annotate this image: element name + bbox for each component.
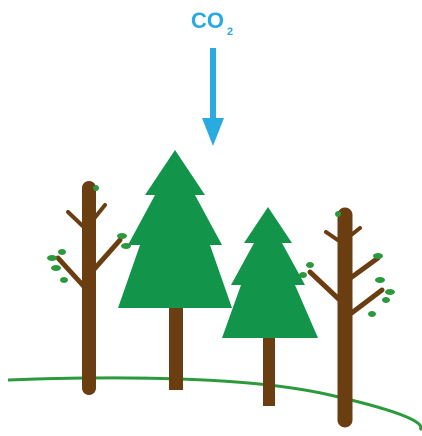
big-pine [118, 150, 232, 390]
co2-label: CO [191, 8, 224, 33]
page: CO 2 (() => { const data = [0, 0, 422, 436]
right-bare-tree [310, 215, 382, 420]
arrow [202, 48, 224, 146]
left-bare-tree [58, 188, 120, 388]
small-pine [222, 207, 318, 406]
illustration: CO 2 [0, 0, 422, 436]
ground [8, 378, 421, 430]
co2-subscript: 2 [227, 26, 233, 38]
